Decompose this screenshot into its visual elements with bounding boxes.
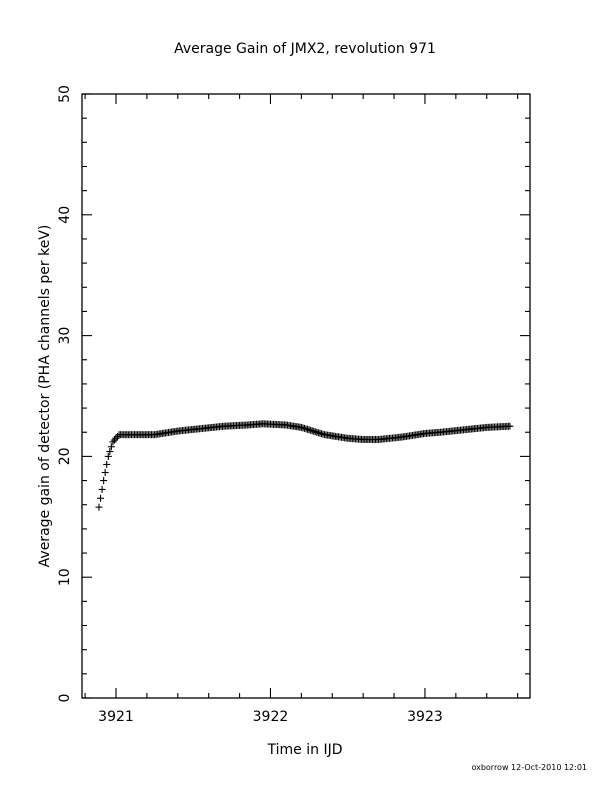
data-point [95,503,103,511]
data-point [101,469,109,477]
data-point [104,452,112,460]
axis-ticks [82,93,530,699]
x-tick-label: 3921 [98,709,134,725]
x-tick-label: 3922 [253,709,289,725]
y-tick-label: 30 [57,327,73,345]
footer-stamp: oxborrow 12-Oct-2010 12:01 [471,763,587,772]
data-point [110,436,118,444]
data-point [107,443,115,451]
x-tick-label: 3923 [407,709,443,725]
data-point [114,432,122,440]
y-tick-label: 50 [57,85,73,103]
data-point [106,448,114,456]
y-axis-label: Average gain of detector (PHA channels p… [37,225,53,568]
y-tick-label: 10 [57,568,73,586]
data-point [112,434,120,442]
y-tick-label: 0 [57,694,73,703]
data-point [109,438,117,446]
data-point [97,494,105,502]
y-tick-label: 40 [57,206,73,224]
data-point [100,477,108,485]
data-point [506,422,514,430]
x-axis-label: Time in IJD [267,742,343,758]
data-series [95,420,514,511]
y-tick-label: 20 [57,447,73,465]
data-point [103,460,111,468]
plot-frame [81,93,531,699]
data-point [98,485,106,493]
chart-title: Average Gain of JMX2, revolution 971 [174,41,436,57]
axis-tick-labels: 0 10 20 30 40 50 3921 3922 3923 [57,85,443,725]
